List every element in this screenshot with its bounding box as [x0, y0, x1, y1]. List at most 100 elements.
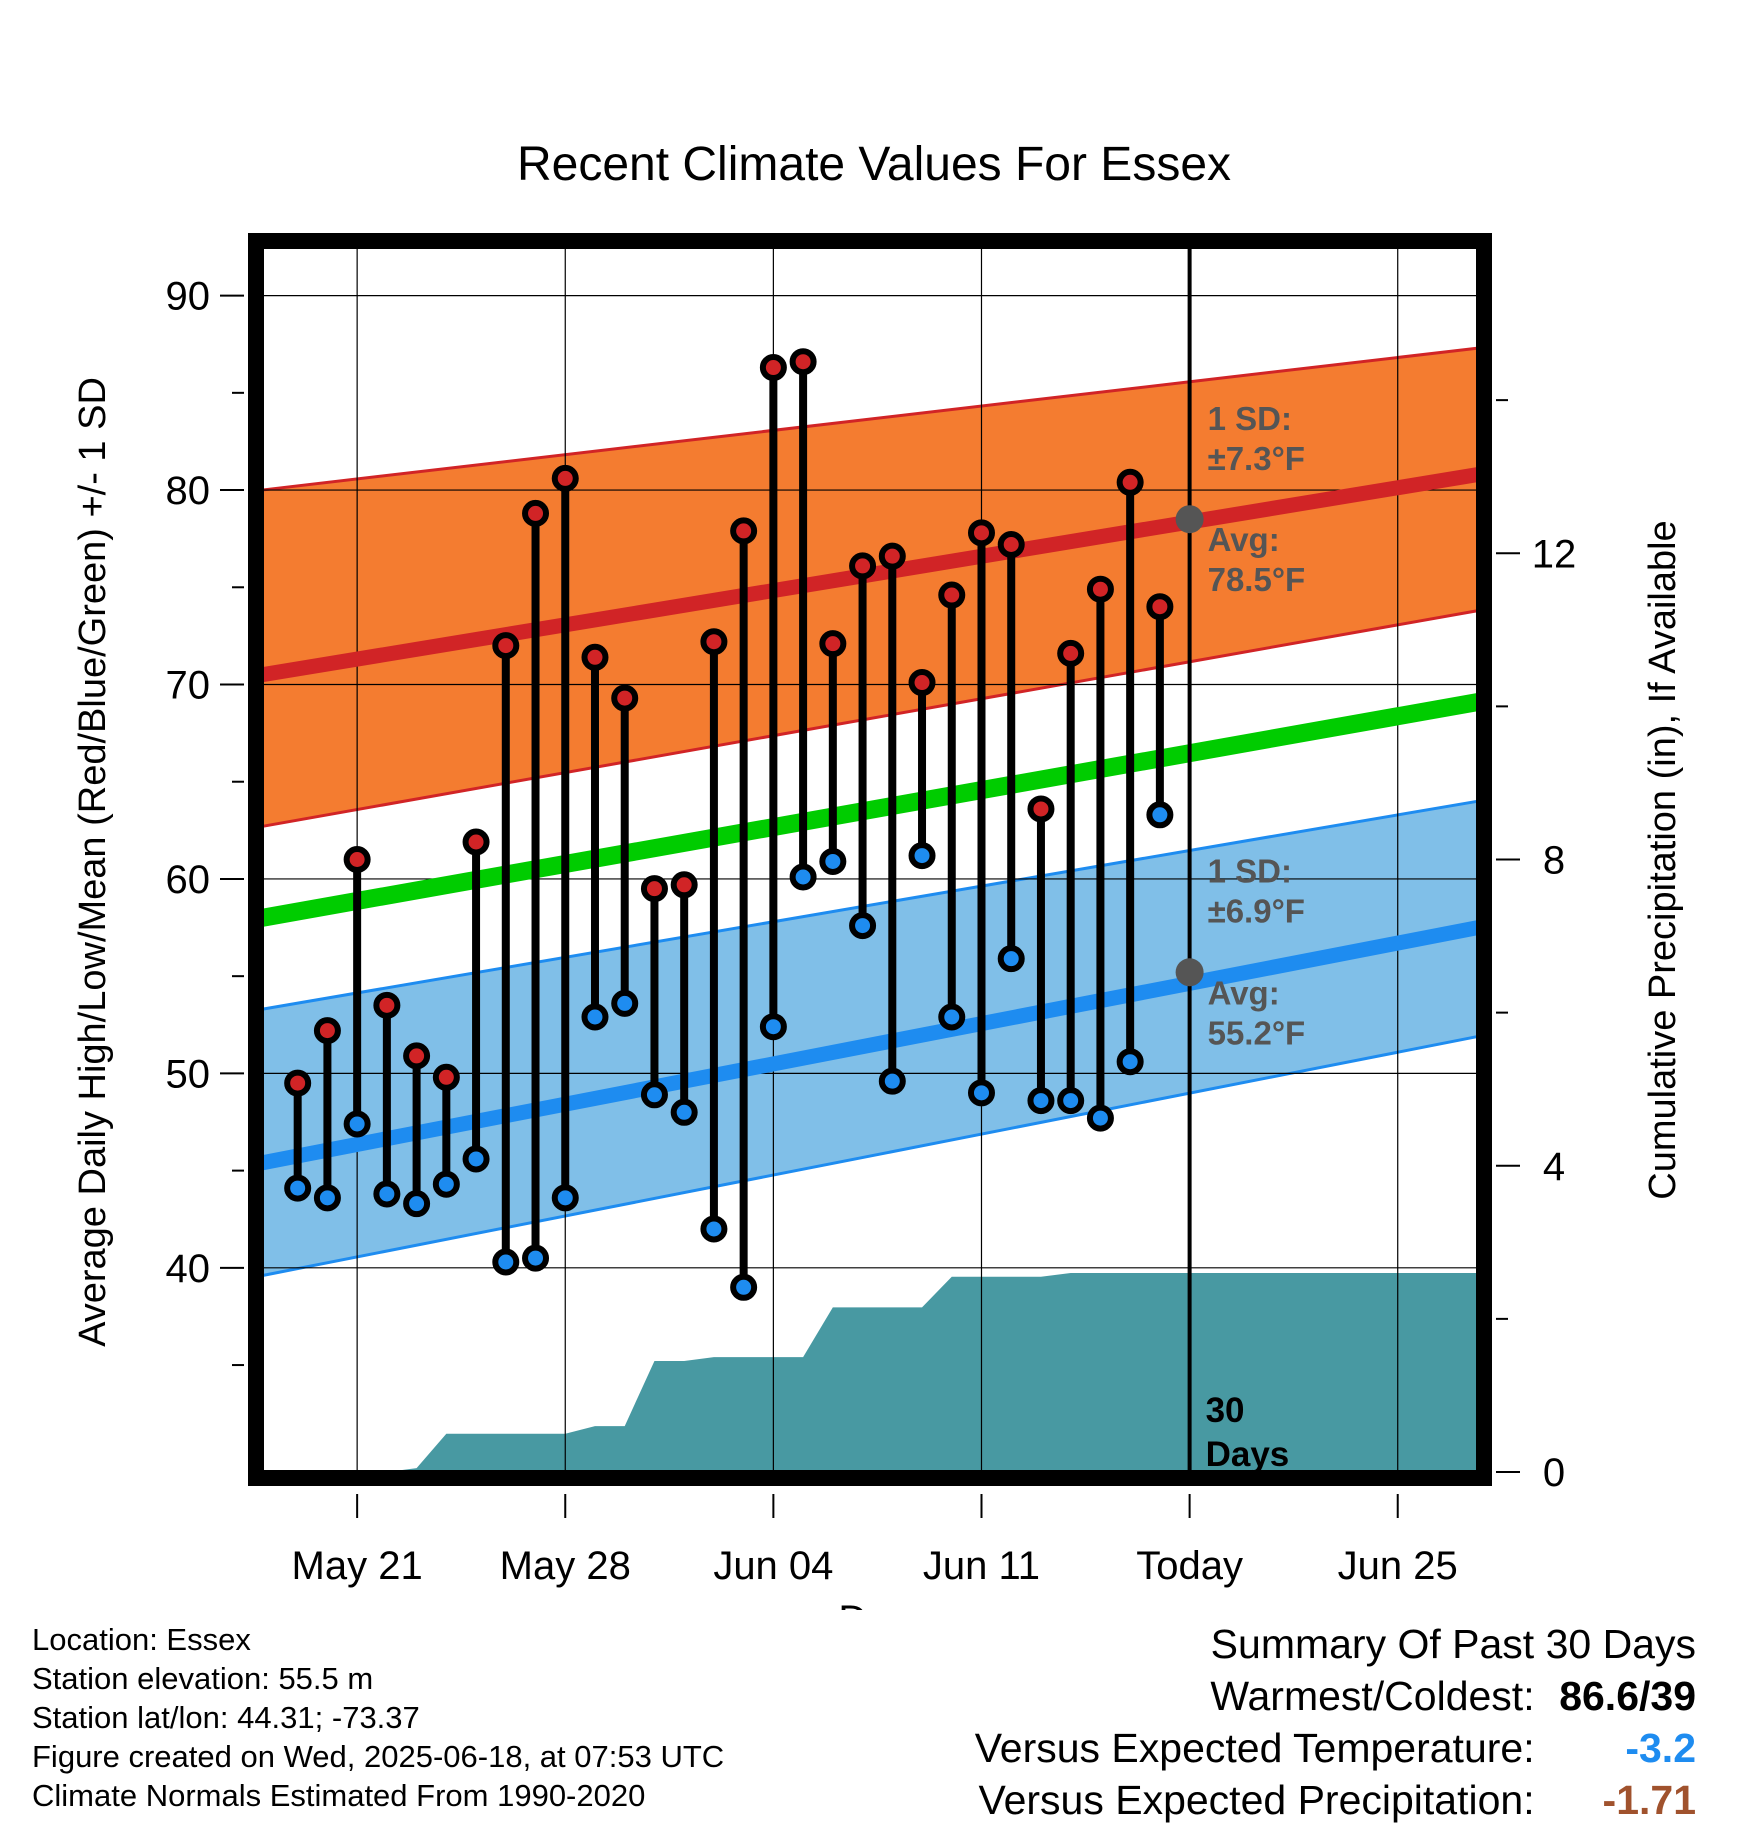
x-axis-label: Day	[838, 1598, 909, 1610]
high-point	[849, 552, 877, 580]
x-tick-label: Jun 11	[923, 1544, 1040, 1588]
low-point	[849, 912, 877, 940]
precip-departure-label: Versus Expected Precipitation:	[978, 1777, 1535, 1823]
high-sd-band-upper-edge	[261, 346, 1479, 492]
low-sd-value: ±6.9°F	[1208, 892, 1305, 929]
precip-departure-row: Versus Expected Precipitation: -1.71	[936, 1774, 1697, 1826]
high-sd-value: ±7.3°F	[1208, 440, 1305, 477]
precip-period-label-2: Days	[1206, 1435, 1290, 1474]
low-point	[1116, 1048, 1144, 1076]
x-tick-label: Jun 25	[1338, 1544, 1458, 1588]
low-point	[313, 1184, 341, 1212]
high-point	[522, 499, 550, 527]
low-avg-label: Avg:	[1208, 974, 1280, 1011]
high-point	[819, 630, 847, 658]
low-point	[1086, 1104, 1114, 1132]
y-left-tick-label: 80	[166, 469, 211, 513]
low-sd-band-lower-edge	[261, 1034, 1479, 1278]
high-point	[1116, 468, 1144, 496]
low-avg-today-dot	[1175, 958, 1204, 987]
low-point	[730, 1273, 758, 1301]
low-point	[938, 1003, 966, 1031]
mean-average-line	[260, 693, 1480, 927]
elevation-text: Station elevation: 55.5 m	[32, 1661, 374, 1696]
low-point	[522, 1244, 550, 1272]
high-avg-today-dot	[1175, 505, 1204, 534]
plot-frame	[248, 233, 1492, 1486]
low-point	[581, 1003, 609, 1031]
y-left-tick-label: 60	[166, 858, 211, 902]
precip-departure-value: -1.71	[1602, 1777, 1696, 1823]
low-point	[1057, 1087, 1085, 1115]
station-info: Location: Essex Station elevation: 55.5 …	[32, 1620, 724, 1815]
high-point	[373, 991, 401, 1019]
low-point	[551, 1184, 579, 1212]
y-left-tick-label: 50	[166, 1052, 211, 1096]
low-point	[492, 1248, 520, 1276]
low-point	[908, 842, 936, 870]
low-point	[967, 1079, 995, 1107]
x-tick-label: Today	[1136, 1544, 1243, 1588]
high-point	[789, 348, 817, 376]
high-point	[581, 643, 609, 671]
high-point	[967, 519, 995, 547]
summary-panel: Summary Of Past 30 Days Warmest/Coldest:…	[936, 1618, 1696, 1826]
y-axis-label-right: Cumulative Precipitation (in), If Availa…	[1642, 520, 1684, 1199]
high-point	[997, 531, 1025, 558]
temp-departure-label: Versus Expected Temperature:	[974, 1725, 1535, 1771]
high-sd-label: 1 SD:	[1208, 400, 1292, 437]
low-point	[1027, 1087, 1055, 1115]
high-point	[759, 354, 787, 382]
low-point	[432, 1170, 460, 1198]
x-tick-label: Jun 04	[713, 1544, 833, 1588]
cumulative-precip-area	[262, 1272, 1478, 1472]
low-point	[640, 1081, 668, 1109]
high-point	[343, 846, 371, 873]
high-point	[313, 1017, 341, 1045]
y-right-tick-label: 4	[1543, 1145, 1565, 1189]
low-point	[462, 1145, 490, 1173]
x-tick-label: May 28	[500, 1544, 631, 1588]
high-point	[492, 632, 520, 660]
y-axis-label-left: Average Daily High/Low/Mean (Red/Blue/Gr…	[72, 377, 114, 1347]
y-left-tick-label: 70	[166, 664, 211, 708]
chart-title: Recent Climate Values For Essex	[517, 138, 1231, 191]
high-point	[403, 1042, 431, 1070]
warmest-value: 86.6/39	[1559, 1673, 1696, 1719]
axes: 40 50 60 70 80 90 0 4 8 12 May 21 May 28 Jun 04 Jun 1…	[166, 275, 1577, 1588]
low-point	[1146, 801, 1174, 829]
summary-title: Summary Of Past 30 Days	[1210, 1621, 1696, 1667]
high-point	[1086, 575, 1114, 603]
low-point	[373, 1180, 401, 1208]
high-point	[1057, 639, 1085, 667]
low-point	[759, 1013, 787, 1041]
y-left-tick-label: 90	[166, 275, 211, 319]
high-point	[938, 581, 966, 609]
y-right-tick-label: 8	[1543, 839, 1565, 883]
low-point	[878, 1067, 906, 1095]
low-sd-band-upper-edge	[261, 799, 1479, 1011]
plot-border	[248, 233, 1492, 1486]
precip-period-label-1: 30	[1206, 1391, 1245, 1430]
y-right-tick-label: 0	[1543, 1451, 1565, 1495]
low-point	[403, 1190, 431, 1218]
low-point	[343, 1110, 371, 1138]
high-point	[462, 828, 490, 856]
high-point	[640, 875, 668, 903]
high-point	[432, 1063, 460, 1091]
high-point	[670, 871, 698, 899]
high-point	[908, 669, 936, 697]
x-tick-label: May 21	[292, 1544, 423, 1588]
high-avg-label: Avg:	[1208, 521, 1280, 558]
low-point	[670, 1098, 698, 1126]
high-point	[551, 464, 579, 492]
temp-departure-value: -3.2	[1625, 1725, 1696, 1771]
temp-departure-row: Versus Expected Temperature: -3.2	[936, 1722, 1696, 1774]
low-point	[700, 1215, 728, 1243]
high-point	[878, 542, 906, 570]
low-average-line	[260, 920, 1480, 1171]
high-point	[611, 684, 639, 712]
high-point	[700, 628, 728, 656]
